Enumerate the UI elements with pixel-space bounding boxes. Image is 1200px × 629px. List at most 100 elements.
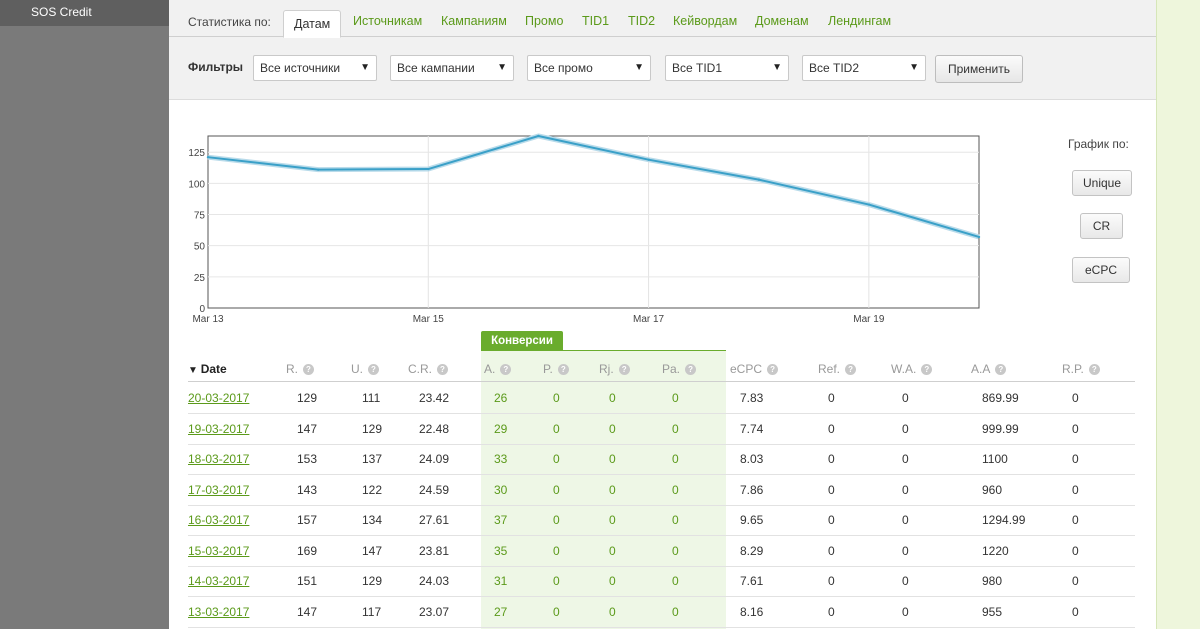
help-icon[interactable]: ? <box>767 364 779 375</box>
apply-filters-button[interactable]: Применить <box>935 55 1023 83</box>
right-side-strip <box>1156 0 1200 629</box>
cell-a: 31 <box>494 574 508 588</box>
chart-cr-button[interactable]: CR <box>1080 213 1123 239</box>
tid1-filter-select[interactable]: Все TID1 ▼ <box>665 55 789 81</box>
chart-unique-button[interactable]: Unique <box>1072 170 1132 196</box>
col-header-rp[interactable]: R.P.? <box>1062 362 1100 376</box>
cell-ref: 0 <box>828 513 835 527</box>
help-icon[interactable]: ? <box>845 364 857 375</box>
cell-r: 169 <box>297 543 318 558</box>
help-icon[interactable]: ? <box>500 364 512 375</box>
chart-ecpc-button[interactable]: eCPC <box>1072 257 1130 283</box>
source-filter-select[interactable]: Все источники ▼ <box>253 55 377 81</box>
help-icon[interactable]: ? <box>618 364 630 375</box>
tab-sources[interactable]: Источникам <box>353 14 423 28</box>
cell-aa: 869.99 <box>982 391 1019 405</box>
date-link[interactable]: 17-03-2017 <box>188 482 250 497</box>
tab-keywords[interactable]: Кейвордам <box>673 14 738 28</box>
cell-u: 134 <box>362 513 383 527</box>
cell-rj: 0 <box>609 391 616 405</box>
tab-domains[interactable]: Доменам <box>755 14 809 28</box>
cell-a: 27 <box>494 604 508 619</box>
conversions-group-label: Конверсии <box>481 331 563 351</box>
col-header-p[interactable]: P.? <box>543 362 569 376</box>
col-header-ecpc[interactable]: eCPC? <box>730 362 779 376</box>
cell-aa: 1294.99 <box>982 513 1026 527</box>
cell-r: 143 <box>297 482 318 497</box>
cell-ref: 0 <box>828 543 835 558</box>
col-header-a[interactable]: A.? <box>484 362 512 376</box>
col-header-label: A. <box>484 362 496 376</box>
help-icon[interactable]: ? <box>685 364 697 375</box>
tab-tid1[interactable]: TID1 <box>582 14 610 28</box>
table-row-divider <box>188 443 1135 445</box>
cell-ecpc: 8.03 <box>740 452 764 466</box>
cell-p: 0 <box>553 482 560 497</box>
help-icon[interactable]: ? <box>303 364 314 375</box>
chevron-down-icon: ▼ <box>634 62 644 73</box>
cell-rp: 0 <box>1072 604 1079 619</box>
cell-p: 0 <box>553 421 560 436</box>
tab-tid2[interactable]: TID2 <box>628 14 656 28</box>
x-tick-label: Mar 17 <box>633 314 665 325</box>
tab-promo[interactable]: Промо <box>525 14 564 28</box>
date-link[interactable]: 18-03-2017 <box>188 452 250 466</box>
col-header-label: R. <box>286 362 298 376</box>
cell-wa: 0 <box>902 543 909 558</box>
col-header-wa[interactable]: W.A.? <box>891 362 933 376</box>
help-icon[interactable]: ? <box>921 364 933 375</box>
date-link[interactable]: 20-03-2017 <box>188 391 250 405</box>
help-icon[interactable]: ? <box>368 364 379 375</box>
y-tick-label: 125 <box>188 148 205 159</box>
cell-u: 147 <box>362 543 383 558</box>
help-icon[interactable]: ? <box>995 364 1007 375</box>
cell-pa: 0 <box>672 574 679 588</box>
col-header-aa[interactable]: A.A? <box>971 362 1007 376</box>
col-header-ref[interactable]: Ref.? <box>818 362 857 376</box>
table-row-divider <box>188 413 1135 414</box>
cell-wa: 0 <box>902 391 909 405</box>
date-link[interactable]: 14-03-2017 <box>188 574 250 588</box>
table-row-divider <box>188 474 1135 475</box>
tid2-filter-select[interactable]: Все TID2 ▼ <box>802 55 926 81</box>
date-link[interactable]: 13-03-2017 <box>188 604 250 619</box>
col-header-pa[interactable]: Pa.? <box>662 362 697 376</box>
col-header-u[interactable]: U.? <box>351 362 379 376</box>
date-link[interactable]: 15-03-2017 <box>188 543 250 558</box>
date-link[interactable]: 16-03-2017 <box>188 513 250 527</box>
table-row-divider <box>188 565 1135 567</box>
col-header-date[interactable]: ▼ Date <box>188 362 227 376</box>
cell-ecpc: 7.74 <box>740 421 764 436</box>
campaign-filter-select[interactable]: Все кампании ▼ <box>390 55 514 81</box>
date-link[interactable]: 19-03-2017 <box>188 421 250 436</box>
col-header-label: W.A. <box>891 362 917 376</box>
y-tick-label: 100 <box>188 179 205 190</box>
col-header-r[interactable]: R.? <box>286 362 314 376</box>
promo-filter-value: Все промо <box>534 61 593 75</box>
chevron-down-icon: ▼ <box>909 62 919 73</box>
help-icon[interactable]: ? <box>1088 364 1100 375</box>
cell-ref: 0 <box>828 391 835 405</box>
cell-a: 33 <box>494 452 508 466</box>
promo-filter-select[interactable]: Все промо ▼ <box>527 55 651 81</box>
tab-campaigns[interactable]: Кампаниям <box>441 14 507 28</box>
tab-dates[interactable]: Датам <box>283 10 342 38</box>
sidebar-item-sos-credit[interactable]: SOS Credit <box>0 0 169 26</box>
conversions-column-group-bg <box>481 351 726 629</box>
cell-a: 26 <box>494 391 508 405</box>
help-icon[interactable]: ? <box>557 364 569 375</box>
campaign-filter-value: Все кампании <box>397 61 475 75</box>
tab-landings[interactable]: Лендингам <box>828 14 892 28</box>
col-header-rj[interactable]: Rj.? <box>599 362 630 376</box>
col-header-cr[interactable]: C.R.? <box>408 362 448 376</box>
cell-r: 147 <box>297 421 318 436</box>
table-row-divider <box>188 626 1135 628</box>
cell-wa: 0 <box>902 482 909 497</box>
help-icon[interactable]: ? <box>437 364 448 375</box>
cell-rp: 0 <box>1072 482 1079 497</box>
cell-pa: 0 <box>672 513 679 527</box>
table-header-divider <box>188 381 1135 382</box>
cell-wa: 0 <box>902 574 909 588</box>
cell-aa: 999.99 <box>982 421 1019 436</box>
cell-p: 0 <box>553 604 560 619</box>
